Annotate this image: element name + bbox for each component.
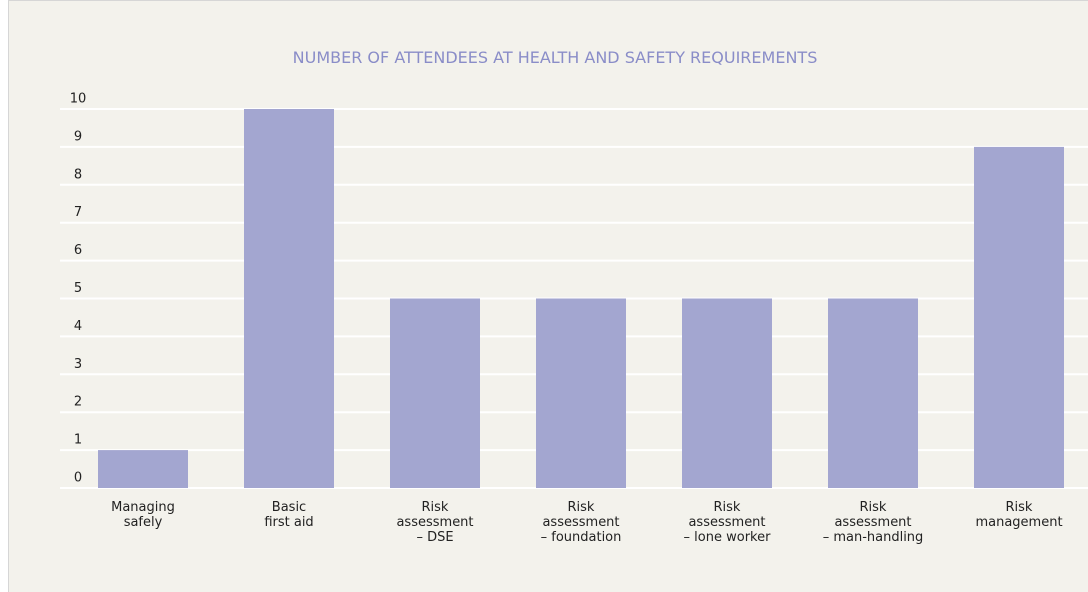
y-tick-label: 6 — [74, 243, 82, 258]
y-tick-label: 7 — [74, 205, 82, 220]
y-tick-label: 9 — [74, 129, 82, 144]
y-tick-label: 1 — [74, 433, 82, 448]
bar — [98, 450, 188, 488]
x-tick-label: Risk assessment – DSE — [396, 500, 473, 545]
bar — [828, 298, 918, 488]
bar — [974, 146, 1064, 488]
y-tick-label: 2 — [74, 395, 82, 410]
chart-title: NUMBER OF ATTENDEES AT HEALTH AND SAFETY… — [293, 48, 818, 67]
y-tick-label: 3 — [74, 357, 82, 372]
y-tick-label: 5 — [74, 281, 82, 296]
x-tick-label: Risk assessment – foundation — [541, 500, 622, 545]
x-tick-label: Risk assessment – lone worker — [684, 500, 772, 545]
bar — [244, 109, 334, 488]
x-tick-label: Managing safely — [111, 500, 175, 530]
y-tick-label: 0 — [74, 471, 82, 486]
bar — [536, 298, 626, 488]
x-tick-label: Risk management — [975, 500, 1062, 530]
y-tick-label: 8 — [74, 167, 82, 182]
x-tick-label: Basic first aid — [264, 500, 313, 530]
bar — [682, 298, 772, 488]
x-tick-label: Risk assessment – man-handling — [823, 500, 924, 545]
y-tick-label: 10 — [70, 92, 87, 107]
bar — [390, 298, 480, 488]
y-tick-label: 4 — [74, 319, 82, 334]
chart-background — [8, 0, 1088, 592]
